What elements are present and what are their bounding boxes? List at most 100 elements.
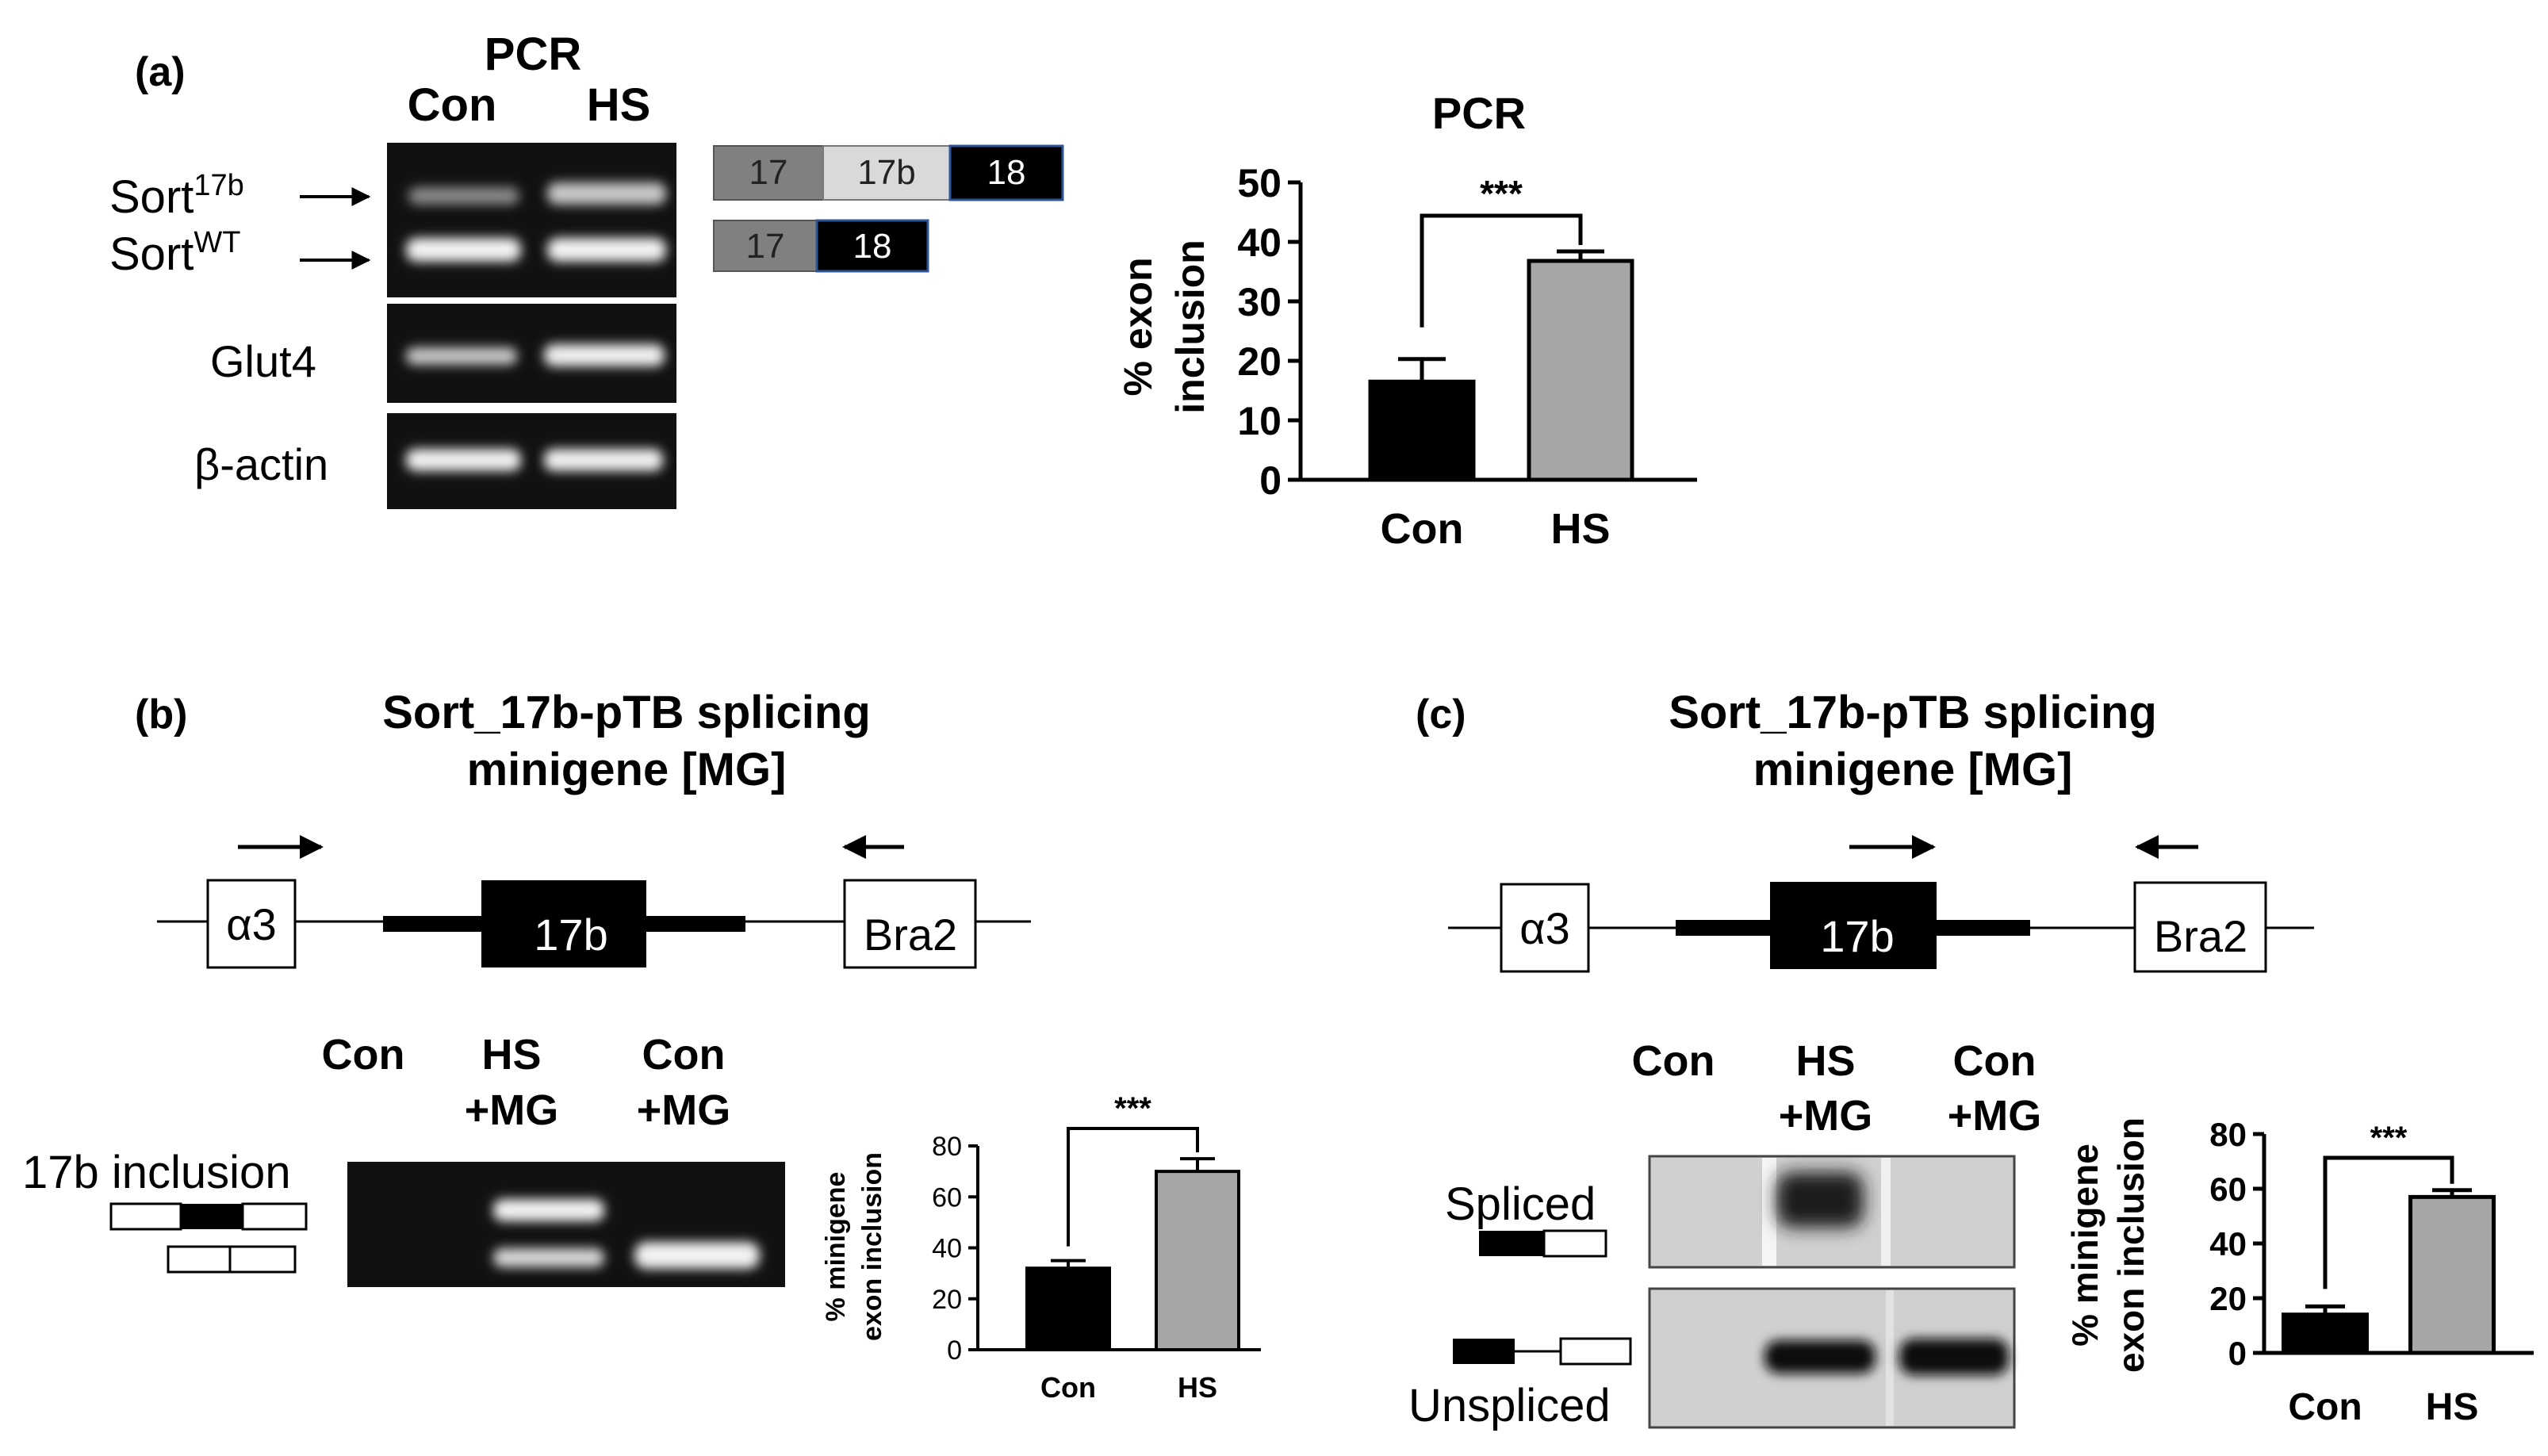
panel-c-title-1: Sort_17b-pTB splicing [1669, 687, 2157, 738]
spliced-black-box [1479, 1231, 1544, 1256]
label-spliced: Spliced [1445, 1178, 1596, 1230]
construct-b: α3 17b Bra2 [157, 835, 1031, 969]
inclusion-diagram [109, 1202, 308, 1274]
significance-stars: *** [1480, 173, 1523, 214]
bar-con [2282, 1312, 2369, 1355]
exon-17b-label: 17b [1820, 911, 1894, 961]
exon-alpha3-box [1500, 883, 1590, 973]
x-tick-label: HS [1550, 505, 1610, 553]
band-actin-hs [544, 449, 663, 471]
y-tick-label: 0 [1259, 458, 1282, 503]
x-tick-label: HS [2426, 1386, 2479, 1428]
unspliced-black-box [1453, 1339, 1515, 1364]
y-axis-label: inclusion [1168, 239, 1213, 413]
x-tick-label: Con [2288, 1386, 2362, 1428]
exon-18 [948, 144, 1064, 201]
label-17b-inclusion: 17b inclusion [22, 1147, 291, 1198]
chart-a: PCR 0 10 20 30 40 50 % exon inclusion Con HS *** [1116, 88, 1697, 553]
panel-a-lane-con: Con [408, 79, 497, 131]
significance-bracket [1067, 1127, 1199, 1247]
significance-stars: *** [1114, 1091, 1151, 1126]
bar-con [1368, 379, 1476, 482]
y-tick-label: 80 [932, 1132, 962, 1162]
panel-c-lane-mg1: +MG [1779, 1092, 1873, 1140]
panel-b-lane-hs: HS [481, 1031, 541, 1079]
skip-left-box [167, 1245, 232, 1274]
y-tick-label: 20 [1237, 339, 1282, 384]
y-tick-label: 30 [1237, 280, 1282, 324]
panel-b-lane-con2: Con [642, 1031, 726, 1079]
x-tick-label: Con [1040, 1371, 1096, 1404]
band-glut4-hs [544, 344, 665, 366]
exon-diagram-long: 17 17b 18 [713, 144, 1064, 201]
exon-17 [713, 145, 824, 201]
band-b-hs-upper [493, 1199, 604, 1221]
bar-hs [1527, 259, 1634, 482]
y-tick-label: 20 [2209, 1280, 2247, 1317]
y-tick-label: 80 [2209, 1116, 2247, 1153]
chart-c: 0 20 40 60 80 % minigene exon inclusion Con HS **… [2064, 1116, 2534, 1428]
unspliced-white-box [1559, 1337, 1632, 1366]
gel-c-spliced-lane-gap-1 [1762, 1158, 1776, 1266]
intron-right-thick [1937, 920, 2030, 936]
label-sort17b: Sort17b [109, 169, 244, 223]
band-glut4-con [406, 347, 517, 365]
panel-c-label: (c) [1416, 692, 1466, 738]
exon-18-short-label: 18 [853, 227, 892, 266]
chart-title: PCR [1432, 88, 1526, 138]
band-c-con-unspliced [1899, 1339, 2009, 1375]
bar-hs [1155, 1170, 1240, 1351]
exon-17b-box [1770, 882, 1937, 969]
y-axis-label: % minigene [821, 1172, 851, 1322]
y-tick-label: 40 [932, 1234, 962, 1264]
exon-17b [822, 145, 951, 201]
exon-bra2-box [2133, 881, 2267, 973]
gel-c-unspliced-lane-gap [1886, 1290, 1894, 1426]
y-tick-label: 50 [1237, 161, 1282, 205]
band-c-hs-unspliced [1764, 1340, 1876, 1374]
panel-b-lane-con: Con [322, 1031, 405, 1079]
label-sortwt: SortWT [109, 226, 240, 280]
incl-left-box [109, 1202, 182, 1231]
exon-17-short-label: 17 [746, 227, 785, 266]
panel-c-lane-mg2: +MG [1948, 1092, 2042, 1140]
panel-b-title-1: Sort_17b-pTB splicing [382, 687, 871, 738]
gel-sort [387, 143, 676, 297]
gel-c-spliced-lane-gap-2 [1881, 1158, 1891, 1266]
y-axis-label: exon inclusion [857, 1152, 887, 1341]
chart-b: 0 20 40 60 80 % minigene exon inclusion Con HS **… [821, 1091, 1261, 1404]
significance-stars: *** [2370, 1121, 2408, 1155]
label-unspliced: Unspliced [1408, 1380, 1611, 1431]
band-b-con-lower [634, 1242, 760, 1269]
intron-right-thick [646, 916, 745, 932]
exon-17-label: 17 [749, 153, 788, 192]
band-actin-con [406, 449, 521, 471]
bar-con [1025, 1266, 1111, 1351]
bar-hs [2408, 1194, 2496, 1355]
exon-alpha3-box [206, 879, 297, 969]
panel-b: (b) Sort_17b-pTB splicing minigene [MG] … [22, 687, 1261, 1404]
exon-17b-label: 17b [857, 153, 915, 192]
label-actin: β-actin [194, 439, 328, 489]
exon-18-short [815, 219, 929, 273]
spliced-white-box [1542, 1229, 1607, 1258]
band-c-hs-spliced [1776, 1172, 1864, 1228]
panel-b-lane-mg1: +MG [465, 1086, 559, 1134]
x-tick-label: Con [1381, 505, 1464, 553]
exon-17b-box [481, 880, 646, 967]
label-glut4: Glut4 [210, 336, 316, 386]
incl-middle-box [181, 1204, 243, 1229]
band-sortwt-con [406, 238, 521, 262]
y-tick-label: 10 [1237, 399, 1282, 443]
panel-c-title-2: minigene [MG] [1753, 744, 2073, 795]
y-tick-label: 60 [2209, 1171, 2247, 1208]
y-axis-label: % minigene [2064, 1144, 2105, 1347]
exon-diagram-short: 17 18 [713, 219, 929, 273]
panel-a-lane-hs: HS [587, 79, 651, 131]
skip-right-box [228, 1245, 297, 1274]
significance-bracket [2323, 1155, 2454, 1289]
panel-c-lane-con2: Con [1953, 1037, 2036, 1085]
panel-b-lane-mg2: +MG [637, 1086, 731, 1134]
y-tick-label: 0 [947, 1335, 962, 1366]
